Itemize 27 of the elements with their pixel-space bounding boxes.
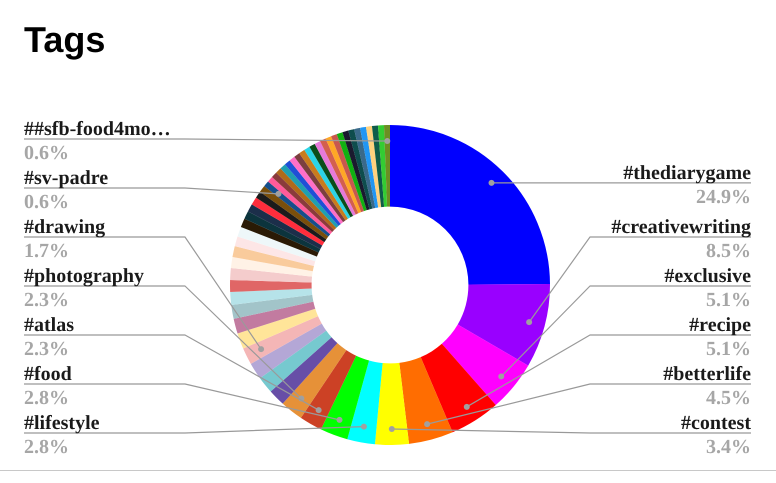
slice-label: #contest — [681, 412, 752, 434]
slice-label: #food — [24, 363, 72, 385]
data-label: 24.9% — [696, 186, 751, 208]
data-label: 4.5% — [706, 387, 751, 409]
data-label: 0.6% — [24, 142, 69, 164]
slice-label: #creativewriting — [611, 216, 751, 238]
chart-title: Tags — [24, 19, 106, 60]
data-label: 2.8% — [24, 436, 69, 458]
data-label: 5.1% — [706, 289, 751, 311]
slice-label: #sv-padre — [24, 167, 108, 189]
slice-label: #drawing — [24, 216, 106, 238]
data-label: 2.8% — [24, 387, 69, 409]
slice-label: #atlas — [24, 314, 74, 336]
slice-label: #exclusive — [664, 265, 752, 287]
data-label: 3.4% — [706, 436, 751, 458]
data-label: 2.3% — [24, 289, 69, 311]
slice-label: #lifestyle — [24, 412, 100, 434]
data-label: 0.6% — [24, 191, 69, 213]
slice-label: #betterlife — [663, 363, 752, 385]
data-label: 1.7% — [24, 240, 69, 262]
data-label: 8.5% — [706, 240, 751, 262]
slice-label: #photography — [24, 265, 144, 287]
slice-label: #thediarygame — [623, 162, 752, 184]
data-label: 5.1% — [706, 338, 751, 360]
slice-label: ##sfb-food4mo… — [24, 118, 171, 140]
data-label: 2.3% — [24, 338, 69, 360]
slice-label: #recipe — [689, 314, 752, 336]
